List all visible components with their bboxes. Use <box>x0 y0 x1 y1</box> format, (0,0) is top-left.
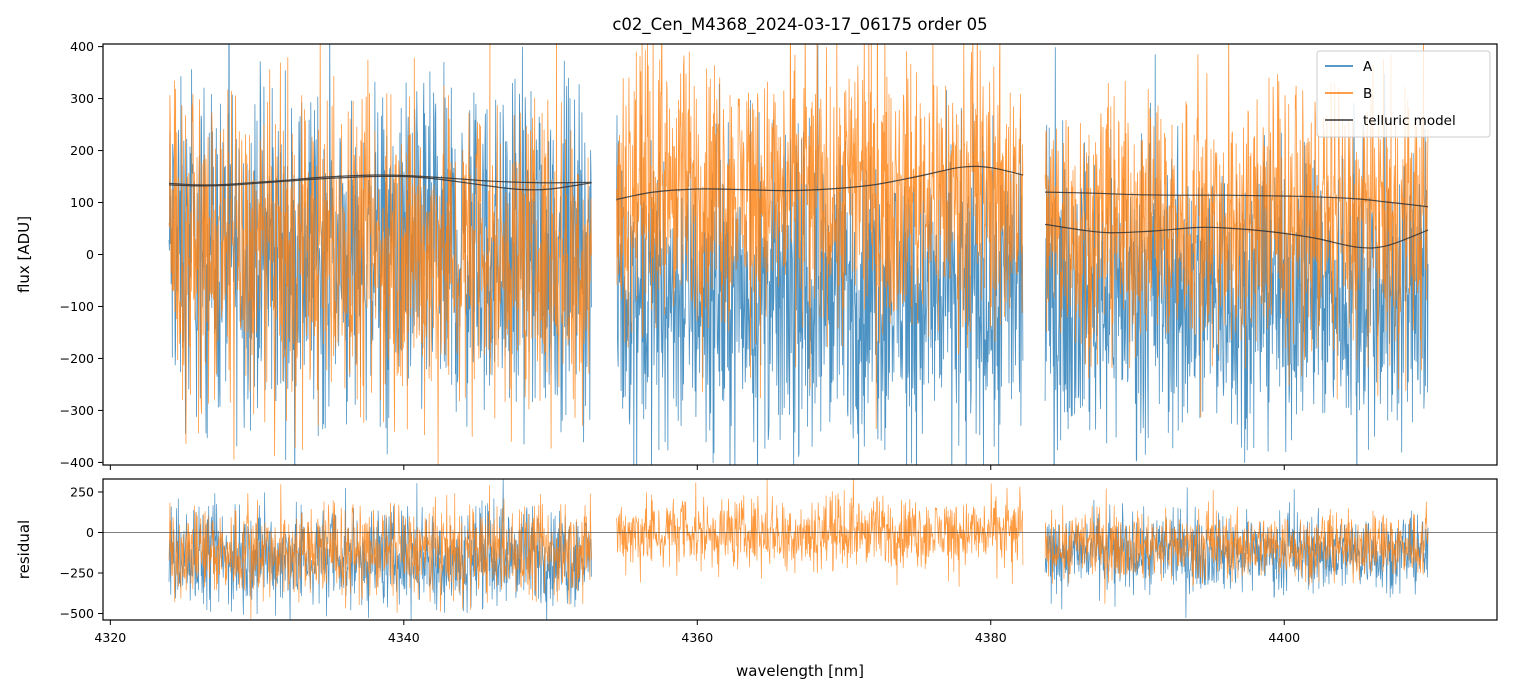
telluric-model-line-4 <box>1045 191 1429 208</box>
residual-y-tick-label: −250 <box>60 566 94 581</box>
series-b-segment-2 <box>616 479 1024 587</box>
series-b-segment-3 <box>1044 488 1429 604</box>
residual-panel-series <box>103 479 1497 620</box>
telluric-model-line-2 <box>168 175 592 191</box>
telluric-model-line-5 <box>1045 223 1429 249</box>
residual-x-tick-label: 4360 <box>681 630 713 645</box>
residual-x-tick-label: 4320 <box>94 630 126 645</box>
flux-y-tick-label: 100 <box>70 195 94 210</box>
telluric-model-line-1 <box>168 174 592 186</box>
flux-y-tick-label: 400 <box>70 39 94 54</box>
residual-y-tick-label: 0 <box>86 525 94 540</box>
flux-panel-series <box>168 44 1429 465</box>
residual-y-axis-label: residual <box>15 520 33 579</box>
residual-y-tick-label: 250 <box>70 484 94 499</box>
legend-label-telluric: telluric model <box>1363 113 1456 129</box>
residual-x-tick-label: 4340 <box>388 630 420 645</box>
residual-frame <box>102 478 1498 621</box>
telluric-model-line-3 <box>616 165 1024 200</box>
legend-label-a: A <box>1363 59 1373 75</box>
series-b-segment-1 <box>168 484 592 620</box>
flux-y-tick-label: −200 <box>60 351 94 366</box>
x-axis-label: wavelength [nm] <box>736 662 864 680</box>
flux-y-tick-label: −100 <box>60 299 94 314</box>
series-b-segment-2 <box>616 44 1024 429</box>
legend-box <box>1316 50 1491 138</box>
flux-y-tick-label: −300 <box>60 403 94 418</box>
series-b-segment-1 <box>168 44 592 465</box>
residual-x-tick-label: 4380 <box>975 630 1007 645</box>
flux-y-tick-label: 0 <box>86 247 94 262</box>
series-b-segment-3 <box>1044 44 1429 418</box>
flux-y-tick-label: 200 <box>70 143 94 158</box>
legend-label-b: B <box>1363 86 1372 102</box>
residual-x-tick-label: 4400 <box>1268 630 1300 645</box>
residual-panel-axes: −500 −250 0 250 4320 4340 4360 4380 4400 <box>60 478 1498 645</box>
flux-panel-axes: −400 −300 −200 −100 0 100 200 300 400 <box>60 39 1498 470</box>
flux-y-axis-label: flux [ADU] <box>15 216 33 293</box>
flux-y-tick-label: −400 <box>60 455 94 470</box>
residual-y-tick-label: −500 <box>60 606 94 621</box>
flux-y-tick-label: 300 <box>70 91 94 106</box>
figure-title: c02_Cen_M4368_2024-03-17_06175 order 05 <box>612 15 987 35</box>
